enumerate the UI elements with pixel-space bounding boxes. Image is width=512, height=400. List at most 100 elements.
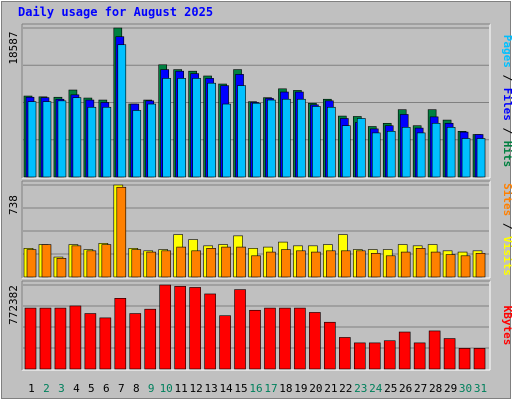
bar-kbytes-kbytes-day-25 <box>383 340 396 370</box>
bar-hits-files-pages-pages-day-15 <box>237 85 246 178</box>
bar-kbytes-kbytes-day-31 <box>473 348 486 370</box>
day-label-27: 27 <box>414 382 427 395</box>
bar-kbytes-kbytes-day-17 <box>264 307 276 370</box>
bar-visits-sites-sites-day-11 <box>176 246 186 278</box>
bar-hits-files-pages-pages-day-11 <box>177 78 186 178</box>
bar-visits-sites-sites-day-30 <box>460 255 471 278</box>
bar-visits-sites-sites-day-22 <box>341 250 351 278</box>
bar-hits-files-pages-pages-day-26 <box>401 126 411 178</box>
bar-visits-sites-sites-day-14 <box>221 246 231 278</box>
bar-hits-files-pages-pages-day-24 <box>371 132 381 178</box>
bar-hits-files-pages-pages-day-10 <box>162 78 172 178</box>
bar-visits-sites-sites-day-17 <box>266 251 276 278</box>
day-label-14: 14 <box>219 382 233 395</box>
bar-kbytes-kbytes-day-8 <box>129 313 142 370</box>
day-label-24: 24 <box>369 382 383 395</box>
bar-hits-files-pages-pages-day-8 <box>132 110 142 178</box>
bar-hits-files-pages-pages-day-23 <box>356 118 366 178</box>
bar-kbytes-kbytes-day-30 <box>458 348 471 370</box>
bar-hits-files-pages-pages-day-4 <box>72 97 82 178</box>
bar-kbytes-kbytes-day-23 <box>353 342 366 370</box>
day-label-3: 3 <box>58 382 65 395</box>
bar-kbytes-kbytes-day-11 <box>174 286 186 370</box>
day-label-4: 4 <box>73 382 80 395</box>
bar-hits-files-pages-pages-day-17 <box>267 99 276 178</box>
bar-kbytes-kbytes-day-2 <box>39 307 52 370</box>
bar-hits-files-pages-pages-day-12 <box>192 78 201 178</box>
day-label-1: 1 <box>28 382 35 395</box>
bar-visits-sites-sites-day-6 <box>101 244 112 278</box>
bar-hits-files-pages-pages-day-14 <box>222 103 231 178</box>
bar-hits-files-pages-pages-day-13 <box>207 82 216 178</box>
bar-visits-sites-sites-day-20 <box>311 251 321 278</box>
bar-hits-files-pages-pages-day-7 <box>117 44 127 178</box>
bar-hits-files-pages-pages-day-5 <box>87 106 97 178</box>
legend-hits-files-pages-part-3: / <box>501 121 512 141</box>
legend-hits-files-pages-part-0: Pages <box>501 35 512 68</box>
bar-kbytes-kbytes-day-5 <box>84 313 97 370</box>
bar-kbytes-kbytes-day-1 <box>24 307 37 370</box>
bar-hits-files-pages-pages-day-31 <box>476 138 486 178</box>
day-label-29: 29 <box>444 382 457 395</box>
legend-hits-files-pages-part-4: Hits <box>501 141 512 168</box>
bar-visits-sites-sites-day-3 <box>56 258 67 278</box>
max-label-visits-sites: 738 <box>7 195 20 215</box>
bar-visits-sites-sites-day-25 <box>385 255 396 278</box>
bar-hits-files-pages-pages-day-20 <box>312 106 321 178</box>
bar-kbytes-kbytes-day-14 <box>219 315 231 370</box>
bar-hits-files-pages-pages-day-18 <box>282 98 291 178</box>
bar-kbytes-kbytes-day-20 <box>309 312 321 370</box>
bar-visits-sites-sites-day-16 <box>251 255 261 278</box>
bar-hits-files-pages-pages-day-16 <box>252 102 261 178</box>
day-label-11: 11 <box>175 382 188 395</box>
day-label-26: 26 <box>399 382 412 395</box>
bar-visits-sites-sites-day-4 <box>71 245 82 278</box>
bar-kbytes-kbytes-day-12 <box>189 287 201 370</box>
bar-hits-files-pages-pages-day-25 <box>386 131 396 178</box>
bar-visits-sites-sites-day-23 <box>355 250 366 278</box>
day-label-16: 16 <box>249 382 262 395</box>
day-label-22: 22 <box>339 382 352 395</box>
bar-hits-files-pages-pages-day-2 <box>42 101 52 178</box>
bar-visits-sites-sites-day-9 <box>146 251 157 278</box>
day-label-30: 30 <box>459 382 472 395</box>
bar-hits-files-pages-pages-day-1 <box>27 101 37 178</box>
bar-visits-sites-sites-day-27 <box>415 248 426 278</box>
bar-kbytes-kbytes-day-3 <box>54 307 67 370</box>
day-label-19: 19 <box>294 382 307 395</box>
legend-hits-files-pages-part-1: / <box>501 68 512 88</box>
day-label-13: 13 <box>204 382 217 395</box>
bar-kbytes-kbytes-day-6 <box>99 317 112 370</box>
day-label-31: 31 <box>474 382 487 395</box>
bar-hits-files-pages-pages-day-6 <box>102 106 112 178</box>
day-label-21: 21 <box>324 382 337 395</box>
bar-visits-sites-sites-day-18 <box>281 249 291 278</box>
bar-kbytes-kbytes-day-29 <box>443 338 456 370</box>
max-label-hits-files-pages: 18587 <box>7 31 20 64</box>
bar-hits-files-pages-pages-day-9 <box>147 103 157 178</box>
bar-visits-sites-sites-day-24 <box>370 253 381 278</box>
bar-kbytes-kbytes-day-24 <box>368 342 381 370</box>
legend-kbytes: KBytes <box>501 306 512 346</box>
bar-hits-files-pages-pages-day-3 <box>57 100 67 178</box>
day-label-8: 8 <box>133 382 140 395</box>
day-label-5: 5 <box>88 382 95 395</box>
bar-kbytes-kbytes-day-19 <box>294 307 306 370</box>
bar-visits-sites-sites-day-19 <box>296 250 306 278</box>
day-label-7: 7 <box>118 382 125 395</box>
bar-kbytes-kbytes-day-21 <box>324 321 336 370</box>
bar-visits-sites-sites-day-28 <box>430 251 441 278</box>
bar-kbytes-kbytes-day-22 <box>339 337 351 370</box>
bar-hits-files-pages-pages-day-22 <box>342 125 351 178</box>
day-label-6: 6 <box>103 382 110 395</box>
bar-visits-sites-sites-day-7 <box>116 186 127 278</box>
chart-title: Daily usage for August 2025 <box>18 5 214 19</box>
bar-visits-sites-sites-day-5 <box>86 250 97 278</box>
bar-hits-files-pages-pages-day-30 <box>461 138 471 178</box>
bar-hits-files-pages-pages-day-27 <box>416 132 426 178</box>
bar-kbytes-kbytes-day-26 <box>398 331 411 370</box>
day-label-15: 15 <box>234 382 247 395</box>
bar-hits-files-pages-pages-day-29 <box>446 126 456 178</box>
